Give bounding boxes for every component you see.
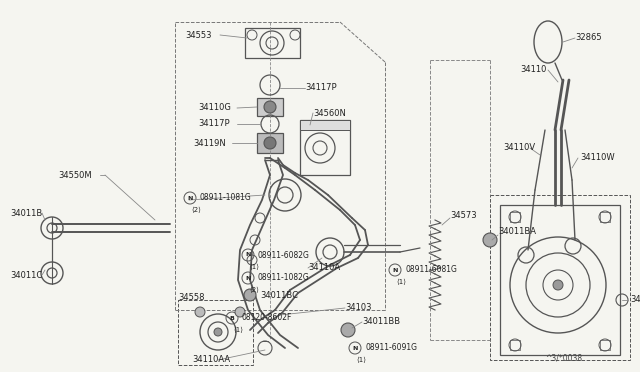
Text: 34011B: 34011B [10,208,42,218]
Text: ⟨1⟩: ⟨1⟩ [233,327,243,333]
Text: 08911-6081G: 08911-6081G [405,266,457,275]
Text: N: N [245,253,251,257]
Bar [178,300,253,365]
Text: 34117P: 34117P [305,83,337,93]
Bar [600,212,610,222]
Circle shape [483,233,497,247]
Text: N: N [245,276,251,280]
Text: 34117P: 34117P [198,119,230,128]
Text: ⟨1⟩: ⟨1⟩ [249,264,259,270]
Text: 08911-6091G: 08911-6091G [365,343,417,353]
Text: 34011BC: 34011BC [260,292,298,301]
Circle shape [195,307,205,317]
Text: 34110: 34110 [520,65,547,74]
Text: 34573: 34573 [450,211,477,219]
Circle shape [553,280,563,290]
Text: 34119N: 34119N [193,138,226,148]
Text: 08911-6082G: 08911-6082G [258,250,310,260]
Bar [510,340,520,350]
Text: 34110W: 34110W [580,154,614,163]
Bar [245,28,300,58]
Text: 34103: 34103 [345,304,371,312]
Text: ⟨2⟩: ⟨2⟩ [191,207,201,213]
Text: ^3/*0038: ^3/*0038 [545,353,582,362]
Text: 34011C: 34011C [10,270,42,279]
Text: N: N [188,196,193,201]
Text: ⟨2⟩: ⟨2⟩ [249,287,259,293]
Text: 34110G: 34110G [198,103,231,112]
Text: 34553: 34553 [185,31,211,39]
Text: 08911-1081G: 08911-1081G [200,193,252,202]
Text: 34558: 34558 [178,294,205,302]
Text: 34110A: 34110A [308,263,340,273]
Text: N: N [392,267,397,273]
Text: 34110V: 34110V [503,144,535,153]
Text: 34550M: 34550M [58,170,92,180]
Text: B: B [230,315,234,321]
Bar [490,195,630,360]
Circle shape [264,137,276,149]
Circle shape [264,101,276,113]
Bar [600,340,610,350]
Text: ⟨1⟩: ⟨1⟩ [396,279,406,285]
Text: 34565M: 34565M [630,295,640,305]
Circle shape [341,323,355,337]
Bar [257,133,283,153]
Circle shape [235,307,245,317]
Bar [300,120,350,130]
Text: 34110AA: 34110AA [192,356,230,365]
Bar [300,120,350,175]
Circle shape [214,328,222,336]
Bar [510,212,520,222]
Text: 34011BB: 34011BB [362,317,400,327]
Bar [257,98,283,116]
Text: 08911-1082G: 08911-1082G [258,273,310,282]
Text: 32865: 32865 [575,33,602,42]
Text: 34560N: 34560N [313,109,346,118]
Text: 34011BA: 34011BA [498,228,536,237]
Text: N: N [352,346,358,350]
Circle shape [244,289,256,301]
Text: ⟨1⟩: ⟨1⟩ [356,357,366,363]
Text: 08120-8602F: 08120-8602F [242,314,292,323]
Bar [500,205,620,355]
